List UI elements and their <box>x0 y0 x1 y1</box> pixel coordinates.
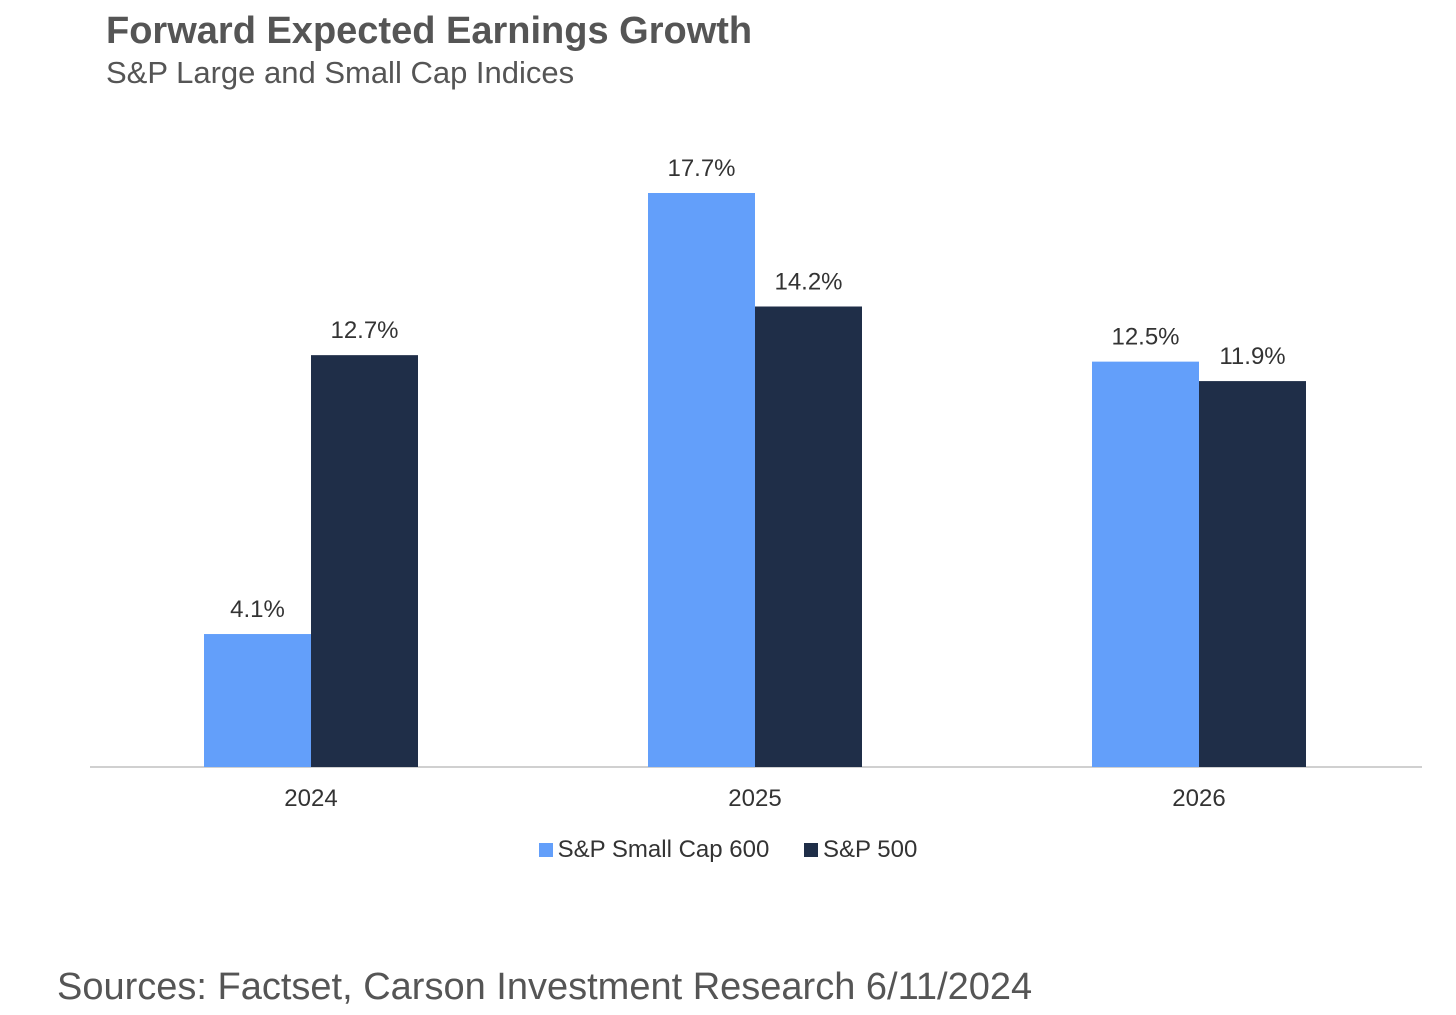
bar-s-p-500-2024 <box>311 355 418 767</box>
legend: S&P Small Cap 600 S&P 500 <box>0 836 1456 864</box>
data-label-s-p-500-2025: 14.2% <box>774 269 842 296</box>
legend-item-small-cap: S&P Small Cap 600 <box>538 836 770 864</box>
legend-label-sp500: S&P 500 <box>823 836 918 863</box>
chart-title: Forward Expected Earnings Growth <box>106 10 753 52</box>
x-tick-label-2025: 2025 <box>728 785 781 812</box>
data-label-s-p-500-2024: 12.7% <box>330 317 398 344</box>
bar-s-p-500-2025 <box>755 306 862 767</box>
bar-s-p-small-cap-600-2024 <box>204 634 311 767</box>
data-label-s-p-small-cap-600-2024: 4.1% <box>230 596 285 623</box>
chart-subtitle: S&P Large and Small Cap Indices <box>106 55 575 90</box>
data-label-s-p-small-cap-600-2025: 17.7% <box>667 155 735 182</box>
legend-swatch-small-cap <box>538 843 553 857</box>
bar-s-p-small-cap-600-2025 <box>648 193 755 767</box>
bar-s-p-small-cap-600-2026 <box>1092 361 1199 767</box>
x-tick-label-2026: 2026 <box>1172 785 1225 812</box>
legend-swatch-sp500 <box>804 843 819 857</box>
legend-label-small-cap: S&P Small Cap 600 <box>557 836 770 863</box>
data-label-s-p-500-2026: 11.9% <box>1219 343 1285 370</box>
data-label-s-p-small-cap-600-2026: 12.5% <box>1111 324 1179 351</box>
x-tick-label-2024: 2024 <box>284 785 337 812</box>
bar-s-p-500-2026 <box>1199 381 1306 767</box>
source-note: Sources: Factset, Carson Investment Rese… <box>57 966 1033 1008</box>
legend-item-sp500: S&P 500 <box>804 836 917 864</box>
